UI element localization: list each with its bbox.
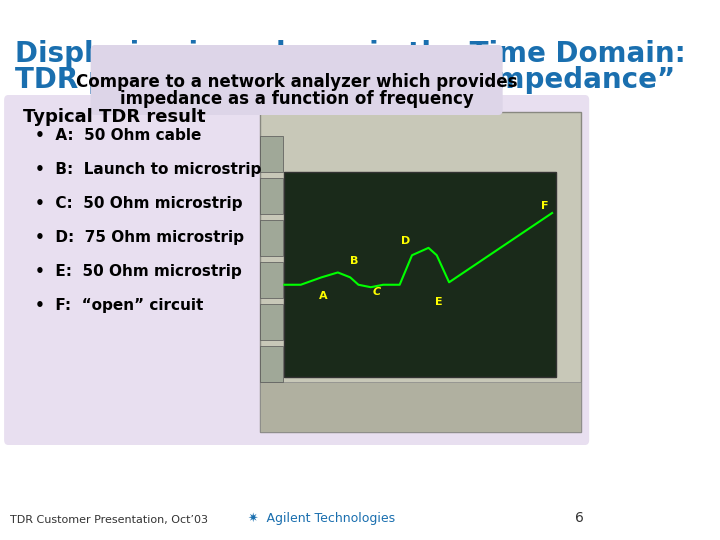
Text: •  D:  75 Ohm microstrip: • D: 75 Ohm microstrip (35, 230, 243, 245)
Text: Displaying impedance in the Time Domain:: Displaying impedance in the Time Domain: (15, 40, 685, 68)
Text: •  B:  Launch to microstrip: • B: Launch to microstrip (35, 162, 261, 177)
Text: B: B (350, 256, 359, 266)
Text: 6: 6 (575, 511, 583, 525)
Text: C: C (372, 287, 381, 297)
Bar (260, 382, 581, 432)
Bar (284, 172, 557, 377)
Text: Compare to a network analyzer which provides: Compare to a network analyzer which prov… (76, 73, 518, 91)
Bar (260, 304, 283, 340)
Bar (260, 220, 283, 256)
Text: •  E:  50 Ohm microstrip: • E: 50 Ohm microstrip (35, 264, 241, 279)
Text: A: A (319, 291, 328, 301)
FancyBboxPatch shape (4, 95, 589, 445)
Text: F: F (541, 201, 549, 211)
Text: impedance as a function of frequency: impedance as a function of frequency (120, 90, 474, 108)
Text: •  F:  “open” circuit: • F: “open” circuit (35, 298, 203, 313)
Text: Typical TDR result: Typical TDR result (23, 108, 206, 126)
Bar (260, 136, 283, 172)
Bar (260, 346, 283, 382)
Bar (260, 112, 581, 432)
Bar (260, 262, 283, 298)
Text: •  C:  50 Ohm microstrip: • C: 50 Ohm microstrip (35, 196, 242, 211)
Text: TDR provides “Instantaneous Impedance”: TDR provides “Instantaneous Impedance” (15, 66, 675, 94)
Text: E: E (435, 297, 443, 307)
Text: D: D (401, 236, 410, 246)
FancyBboxPatch shape (91, 45, 503, 115)
Bar (260, 178, 283, 214)
Text: •  A:  50 Ohm cable: • A: 50 Ohm cable (35, 128, 201, 143)
Text: TDR Customer Presentation, Oct’03: TDR Customer Presentation, Oct’03 (10, 515, 208, 525)
Text: ✷  Agilent Technologies: ✷ Agilent Technologies (248, 512, 395, 525)
